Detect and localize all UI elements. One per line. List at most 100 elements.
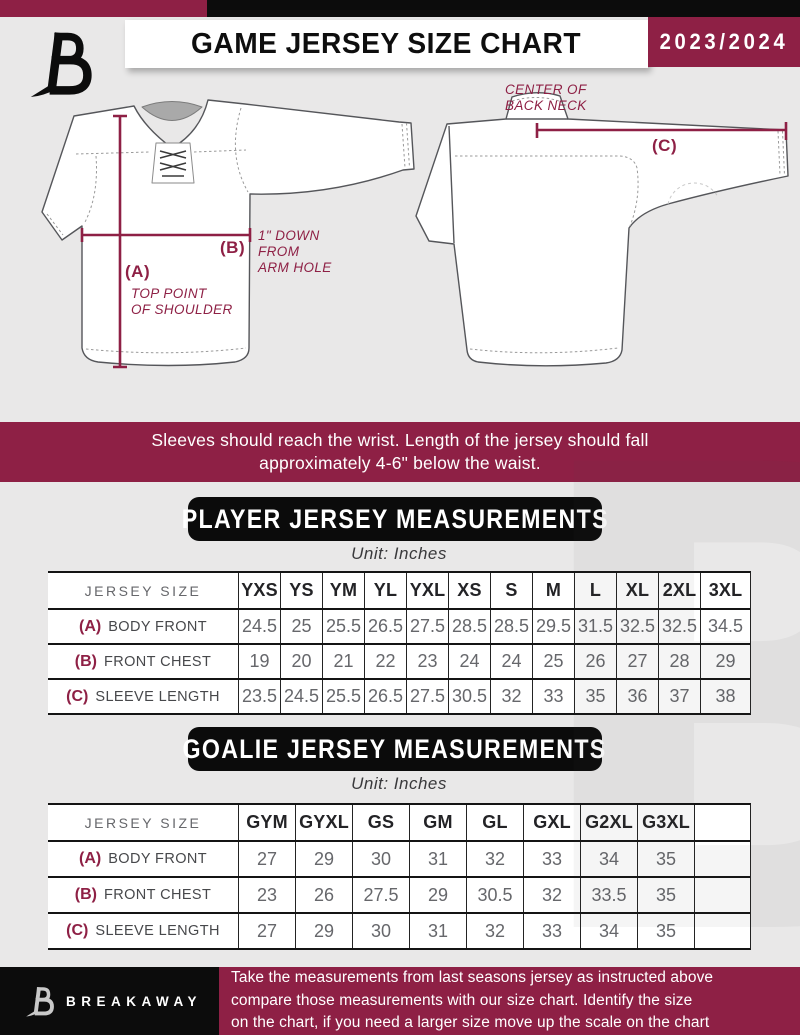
annotation-key-a: (A) [125, 262, 151, 281]
measurement-cell: 30 [352, 914, 409, 948]
footer-instructions: Take the measurements from last seasons … [219, 967, 800, 1035]
measurement-cell: 27.5 [406, 680, 448, 713]
size-header-cell: GS [352, 805, 409, 840]
measurement-cell: 37 [658, 680, 700, 713]
size-header-cell: YL [364, 573, 406, 608]
measurement-cell: 27.5 [406, 610, 448, 643]
notice-line: Sleeves should reach the wrist. Length o… [151, 430, 649, 450]
annotation-line: CENTER OF [505, 82, 587, 97]
size-header-cell: XL [616, 573, 658, 608]
footer-note-line: on the chart, if you need a larger size … [231, 1014, 710, 1032]
measurement-cell: 32 [466, 842, 523, 876]
annotation-line: ARM HOLE [258, 260, 332, 275]
measurement-cell: 20 [280, 645, 322, 678]
measurement-cell: 31 [409, 914, 466, 948]
row-label: (B) FRONT CHEST [48, 878, 238, 912]
measurement-cell: 30.5 [466, 878, 523, 912]
footer-brand-block: BREAKAWAY [0, 967, 219, 1035]
measurement-cell: 35 [637, 842, 694, 876]
measurement-cell: 33 [523, 914, 580, 948]
annotation-key-b: (B) [220, 238, 246, 257]
fit-notice-banner: Sleeves should reach the wrist. Length o… [0, 422, 800, 482]
measurement-cell: 38 [700, 680, 750, 713]
size-header-cell: YM [322, 573, 364, 608]
measurement-cell: 28.5 [490, 610, 532, 643]
measurement-cell: 24 [490, 645, 532, 678]
measurement-cell: 29 [409, 878, 466, 912]
topbar-accent-left [0, 0, 207, 17]
season-label: 2023/2024 [659, 29, 789, 54]
page-title: GAME JERSEY SIZE CHART [191, 27, 582, 60]
measurement-cell: 29 [700, 645, 750, 678]
annotation-line: 1" DOWN [258, 228, 320, 243]
measurement-cell: 29 [295, 842, 352, 876]
row-key: (C) [66, 922, 89, 939]
measurement-cell: 32 [490, 680, 532, 713]
measurement-cell: 27 [616, 645, 658, 678]
player-row-body-front: (A) BODY FRONT 24.5 25 25.5 26.5 27.5 28.5 28.… [48, 608, 750, 643]
notice-line: approximately 4-6" below the waist. [259, 453, 541, 473]
row-label-text: FRONT CHEST [103, 887, 212, 903]
annotation-key-c: (C) [652, 136, 678, 155]
measurement-cell: 25.5 [322, 610, 364, 643]
size-header-cell [694, 805, 750, 840]
player-unit-label: Unit: Inches [351, 544, 447, 563]
footer-note-line: compare those measurements with our size… [231, 991, 693, 1009]
goalie-table-header-row: JERSEY SIZE GYM GYXL GS GM GL GXL G2XL G3XL [48, 805, 750, 840]
row-key: (A) [78, 850, 102, 867]
size-header-cell: L [574, 573, 616, 608]
annotation-line: BACK NECK [505, 98, 587, 113]
jersey-size-header: JERSEY SIZE [84, 814, 202, 831]
size-header-cell: G2XL [580, 805, 637, 840]
measurement-cell: 29.5 [532, 610, 574, 643]
brand-name: BREAKAWAY [66, 993, 203, 1009]
size-header-cell: S [490, 573, 532, 608]
size-header-cell: 2XL [658, 573, 700, 608]
measurement-cell: 24 [448, 645, 490, 678]
row-label-text: SLEEVE LENGTH [95, 688, 220, 705]
jersey-size-header: JERSEY SIZE [84, 582, 202, 599]
row-key: (B) [74, 886, 97, 903]
topbar-accent-right [207, 0, 800, 17]
measurement-cell: 28 [658, 645, 700, 678]
goalie-row-body-front: (A) BODY FRONT 27 29 30 31 32 33 34 35 [48, 840, 750, 876]
size-header-cell: YXS [238, 573, 280, 608]
size-header-cell: XS [448, 573, 490, 608]
measurement-cell: 26 [295, 878, 352, 912]
measurement-cell: 33 [532, 680, 574, 713]
size-header-cell: M [532, 573, 574, 608]
measurement-cell: 32.5 [616, 610, 658, 643]
measurement-cell: 31 [409, 842, 466, 876]
measurement-cell: 30.5 [448, 680, 490, 713]
row-key: (A) [78, 617, 102, 635]
measurement-cell: 28.5 [448, 610, 490, 643]
player-row-front-chest: (B) FRONT CHEST 19 20 21 22 23 24 24 25 26 27 28 29 [48, 643, 750, 678]
measurement-cell: 30 [352, 842, 409, 876]
measurement-cell: 35 [637, 914, 694, 948]
measurement-cell: 35 [637, 878, 694, 912]
measurement-cell: 32 [466, 914, 523, 948]
player-section-title: PLAYER JERSEY MEASUREMENTS [181, 503, 609, 534]
annotation-center-back-neck: CENTER OF BACK NECK [505, 82, 587, 114]
measurement-cell: 33 [523, 842, 580, 876]
measurement-cell: 25 [280, 610, 322, 643]
measurement-cell [694, 842, 750, 876]
size-header-cell: YS [280, 573, 322, 608]
annotation-line: TOP POINT [131, 286, 207, 301]
measurement-cell: 23.5 [238, 680, 280, 713]
measurement-cell: 32 [523, 878, 580, 912]
measurement-cell: 33.5 [580, 878, 637, 912]
row-key: (C) [66, 687, 89, 705]
measurement-cell: 24.5 [238, 610, 280, 643]
row-label: (C) SLEEVE LENGTH [48, 914, 238, 948]
row-label-text: BODY FRONT [108, 851, 207, 867]
measurement-cell: 24.5 [280, 680, 322, 713]
player-table-header-row: JERSEY SIZE YXS YS YM YL YXL XS S M L XL 2XL 3XL [48, 573, 750, 608]
annotation-arm-hole: 1" DOWN FROM ARM HOLE [258, 228, 332, 276]
annotation-top-point: TOP POINT OF SHOULDER [131, 286, 233, 318]
goalie-section-banner: GOALIE JERSEY MEASUREMENTS [183, 727, 606, 771]
measurement-cell: 34.5 [700, 610, 750, 643]
size-header-cell: GXL [523, 805, 580, 840]
player-row-sleeve-length: (C) SLEEVE LENGTH 23.5 24.5 25.5 26.5 27.5 30… [48, 678, 750, 713]
player-size-table: JERSEY SIZE YXS YS YM YL YXL XS S M L XL 2XL 3XL (A… [48, 571, 751, 715]
